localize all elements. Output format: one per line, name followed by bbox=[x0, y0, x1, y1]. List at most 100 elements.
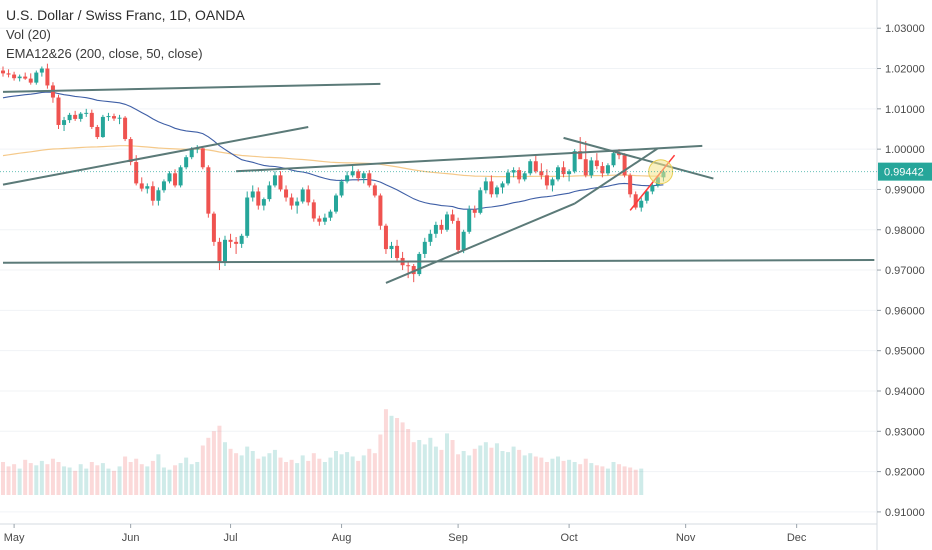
symbol-title: U.S. Dollar / Swiss Franc, 1D, OANDA bbox=[6, 7, 245, 23]
time-tick-label: Nov bbox=[676, 532, 696, 544]
candle-body bbox=[73, 114, 78, 119]
volume-bar bbox=[417, 440, 422, 495]
candle-body bbox=[489, 181, 494, 195]
candle bbox=[567, 169, 572, 182]
volume-bar bbox=[56, 462, 61, 495]
candle bbox=[605, 163, 610, 176]
candle bbox=[84, 108, 89, 117]
candle bbox=[561, 161, 566, 178]
candle bbox=[12, 71, 17, 81]
volume-bar bbox=[245, 446, 250, 495]
volume-bar bbox=[300, 455, 305, 495]
candle-body bbox=[173, 173, 178, 186]
candle-body bbox=[206, 167, 211, 214]
candle-body bbox=[605, 165, 610, 174]
candle-body bbox=[289, 197, 294, 206]
candle bbox=[422, 237, 427, 258]
volume-bar bbox=[95, 465, 100, 495]
volume-bar bbox=[328, 457, 333, 495]
volume-bar bbox=[84, 468, 89, 495]
candle bbox=[123, 116, 128, 142]
volume-bar bbox=[439, 449, 444, 495]
candle-body bbox=[245, 197, 250, 236]
candle bbox=[17, 74, 22, 82]
candle bbox=[245, 191, 250, 238]
volume-bar bbox=[78, 464, 83, 495]
candle-body bbox=[583, 159, 588, 176]
volume-bar bbox=[461, 451, 466, 495]
candle bbox=[173, 169, 178, 188]
current-price-tag: 0.99442 bbox=[878, 162, 932, 181]
candle bbox=[206, 165, 211, 218]
candle-body bbox=[445, 214, 449, 230]
volume-bar bbox=[500, 451, 505, 495]
candle-body bbox=[223, 239, 227, 263]
price-tick-label: 0.97000 bbox=[885, 265, 925, 277]
volume-bar bbox=[517, 449, 522, 495]
volume-bar bbox=[173, 465, 178, 495]
volume-bar bbox=[633, 469, 638, 495]
ema-50-path bbox=[2, 91, 664, 210]
candle bbox=[472, 205, 477, 218]
candle-body bbox=[67, 114, 72, 121]
candle-body bbox=[361, 173, 366, 179]
volume-bar bbox=[556, 456, 560, 495]
candle-body bbox=[456, 220, 461, 250]
candle bbox=[622, 153, 627, 178]
volume-bar bbox=[367, 448, 372, 495]
candle-body bbox=[389, 245, 394, 250]
candle-body bbox=[184, 157, 189, 168]
candle bbox=[156, 187, 161, 206]
candle bbox=[184, 155, 189, 170]
candle bbox=[628, 173, 633, 198]
candle-body bbox=[567, 171, 572, 175]
volume-bar bbox=[400, 422, 405, 495]
candle-body bbox=[112, 116, 116, 119]
candle bbox=[356, 169, 361, 182]
volume-bar bbox=[167, 469, 172, 495]
candle-body bbox=[45, 68, 50, 86]
volume-bar bbox=[406, 429, 411, 495]
volume-bar bbox=[73, 470, 78, 495]
volume-bar bbox=[17, 468, 22, 495]
volume-bar bbox=[356, 460, 361, 495]
candle bbox=[39, 66, 44, 77]
price-axis[interactable]: 1.03000 1.02000 1.01000 1.00000 0.99000 0.980… bbox=[876, 0, 932, 550]
candle bbox=[167, 171, 172, 184]
volume-bar bbox=[67, 467, 72, 495]
candle-body bbox=[622, 155, 627, 176]
candle bbox=[100, 114, 105, 138]
candle-body bbox=[428, 233, 433, 242]
candle-body bbox=[278, 175, 283, 190]
candle bbox=[150, 181, 155, 206]
volume-bar bbox=[605, 468, 610, 495]
candle-body bbox=[367, 173, 372, 186]
candle bbox=[311, 199, 316, 222]
candle bbox=[500, 181, 505, 194]
candle bbox=[383, 223, 388, 254]
candle-body bbox=[528, 161, 533, 174]
candle-body bbox=[550, 179, 555, 186]
time-tick-label: May bbox=[4, 532, 25, 544]
volume-bar bbox=[134, 458, 139, 495]
candle bbox=[289, 193, 294, 210]
time-axis[interactable]: May Jun Jul Aug Sep Oct Nov Dec bbox=[0, 523, 877, 544]
candle-body bbox=[544, 175, 549, 186]
volume-bar bbox=[561, 460, 566, 495]
candle bbox=[78, 112, 83, 122]
volume-bar bbox=[178, 463, 183, 495]
candle bbox=[317, 215, 322, 226]
volume-bar bbox=[117, 466, 122, 495]
candle-body bbox=[356, 171, 361, 179]
candle bbox=[23, 72, 28, 80]
trendline-drawings[interactable] bbox=[2, 82, 875, 284]
candle bbox=[62, 116, 67, 131]
time-tick-label: Oct bbox=[561, 532, 578, 544]
candle-body bbox=[422, 241, 427, 254]
volume-bar bbox=[489, 447, 494, 495]
candle-body bbox=[472, 209, 477, 213]
candle-body bbox=[239, 235, 244, 244]
candle bbox=[306, 185, 311, 206]
candle-body bbox=[322, 217, 327, 222]
